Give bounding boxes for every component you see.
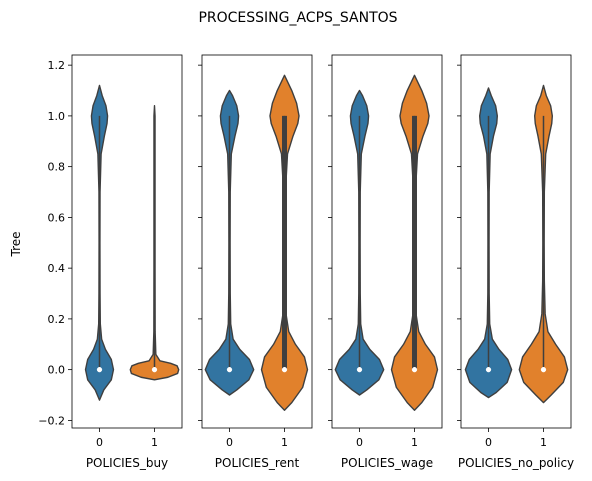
axes-frame-POLICIES_buy: [71, 54, 183, 429]
x-axis-label-POLICIES_no_policy: POLICIES_no_policy: [458, 456, 574, 470]
x-tick-label-POLICIES_rent-0: 0: [226, 436, 233, 449]
figure-title: PROCESSING_ACPS_SANTOS: [198, 10, 397, 26]
y-tick-label: 0.4: [48, 262, 66, 275]
median-point-POLICIES_no_policy-0: [485, 366, 492, 373]
x-axis-label-POLICIES_rent: POLICIES_rent: [215, 456, 300, 470]
median-point-POLICIES_buy-1: [151, 366, 158, 373]
y-tick-label: 0.2: [48, 313, 66, 326]
panels: 0 1−0.20.00.20.40.60.81.01.2POLICIES_buy0…: [38, 54, 574, 470]
panel-POLICIES_buy: 0 1 −0.2 0.0 0.2 0.4 0.6 0.8 1.0 1.2 POLICIES_buy: [38, 54, 183, 470]
panel-POLICIES_rent: 0 1 POLICIES_rent: [198, 54, 313, 470]
x-tick-label-POLICIES_no_policy-1: 1: [540, 436, 547, 449]
panel-POLICIES_no_policy: 0 1 POLICIES_no_policy: [457, 54, 574, 470]
y-tick-label: 0.8: [48, 161, 66, 174]
axes-frame-POLICIES_no_policy: [460, 54, 572, 429]
y-tick-label: 0.6: [48, 211, 66, 224]
median-point-POLICIES_buy-0: [96, 366, 103, 373]
x-tick-label-POLICIES_no_policy-0: 0: [485, 436, 492, 449]
x-axis-label-POLICIES_buy: POLICIES_buy: [86, 456, 168, 470]
y-axis-label: Tree: [9, 231, 23, 257]
median-point-POLICIES_rent-0: [226, 366, 233, 373]
median-point-POLICIES_no_policy-1: [540, 366, 547, 373]
median-point-POLICIES_wage-1: [411, 366, 418, 373]
y-tick-label: 1.2: [48, 59, 66, 72]
median-point-POLICIES_rent-1: [281, 366, 288, 373]
y-tick-label: 0.0: [48, 364, 66, 377]
y-tick-label: −0.2: [38, 414, 65, 427]
x-axis-label-POLICIES_wage: POLICIES_wage: [341, 456, 433, 470]
axes-frame-POLICIES_wage: [331, 54, 443, 429]
x-tick-label-POLICIES_buy-1: 1: [151, 436, 158, 449]
x-tick-label-POLICIES_rent-1: 1: [281, 436, 288, 449]
x-tick-label-POLICIES_wage-1: 1: [411, 436, 418, 449]
axes-frame-POLICIES_rent: [201, 54, 313, 429]
median-point-POLICIES_wage-0: [356, 366, 363, 373]
x-tick-label-POLICIES_wage-0: 0: [356, 436, 363, 449]
y-tick-label: 1.0: [48, 110, 66, 123]
x-tick-label-POLICIES_buy-0: 0: [96, 436, 103, 449]
panel-POLICIES_wage: 0 1 POLICIES_wage: [328, 54, 443, 470]
